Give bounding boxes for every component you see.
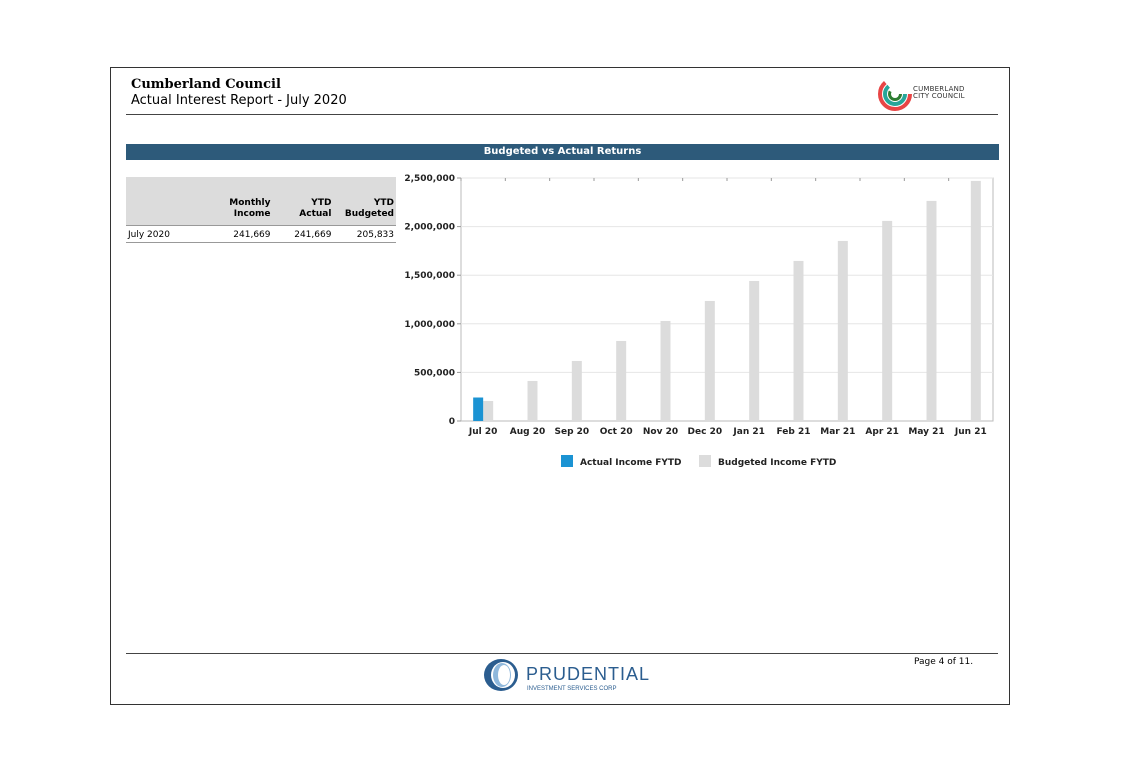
section-banner: Budgeted vs Actual Returns xyxy=(126,144,999,160)
page-number: Page 4 of 11. xyxy=(914,657,974,667)
council-logo: CUMBERLAND CITY COUNCIL xyxy=(876,74,986,114)
prudential-brand: PRUDENTIAL xyxy=(526,664,650,684)
x-tick-label: Jun 21 xyxy=(954,427,987,437)
table-cell: 241,669 xyxy=(272,225,334,243)
x-tick-label: Sep 20 xyxy=(554,427,589,437)
y-tick-label: 2,500,000 xyxy=(404,174,455,184)
table-cell: July 2020 xyxy=(126,225,212,243)
table-cell: 241,669 xyxy=(211,225,273,243)
table-row: July 2020 241,669 241,669 205,833 xyxy=(126,225,396,243)
x-tick-label: Feb 21 xyxy=(777,427,811,437)
budget-bar xyxy=(660,320,671,421)
header-divider xyxy=(126,114,998,115)
budget-bar xyxy=(527,380,538,421)
council-logo-icon xyxy=(878,77,912,111)
plot-area xyxy=(460,177,994,422)
report-title: Actual Interest Report - July 2020 xyxy=(131,93,347,108)
x-tick-label: Aug 20 xyxy=(510,427,545,437)
budget-bar xyxy=(926,200,937,421)
legend-label-actual: Actual Income FYTD xyxy=(580,458,681,468)
x-tick-label: Mar 21 xyxy=(820,427,855,437)
table-cell: 205,833 xyxy=(333,225,396,243)
organisation-name: Cumberland Council xyxy=(131,77,281,92)
footer-divider xyxy=(126,653,998,654)
report-page: Cumberland Council Actual Interest Repor… xyxy=(110,67,1010,705)
income-table: Monthly Income YTD Actual YTD Budgeted July 2… xyxy=(126,177,396,243)
y-tick-label: 0 xyxy=(449,417,455,427)
x-tick-label: Dec 20 xyxy=(688,427,723,437)
legend-swatch-actual xyxy=(561,455,573,467)
y-tick-label: 1,000,000 xyxy=(404,320,455,330)
budget-bar xyxy=(483,400,494,421)
table-header-cell: YTD Actual xyxy=(272,177,334,226)
budget-bar xyxy=(749,280,760,421)
x-tick-label: Nov 20 xyxy=(643,427,678,437)
table-header-cell xyxy=(126,177,212,226)
prudential-logo: PRUDENTIAL INVESTMENT SERVICES CORP xyxy=(481,658,661,694)
legend-swatch-budget xyxy=(699,455,711,467)
budget-bar xyxy=(571,360,582,421)
y-tick-label: 2,000,000 xyxy=(404,223,455,233)
x-tick-label: Jan 21 xyxy=(732,427,765,437)
x-tick-label: May 21 xyxy=(908,427,944,437)
budget-bar xyxy=(793,260,804,421)
budget-bar xyxy=(616,340,627,421)
actual-bar xyxy=(473,397,484,421)
table-header-cell: YTD Budgeted xyxy=(333,177,396,226)
legend-label-budget: Budgeted Income FYTD xyxy=(718,458,836,468)
returns-chart: 0 500,000 1,000,000 1,500,000 2,000,000 2,500… xyxy=(404,174,994,468)
x-tick-label: Jul 20 xyxy=(468,427,498,437)
table-header-row: Monthly Income YTD Actual YTD Budgeted xyxy=(126,177,396,226)
table-header-cell: Monthly Income xyxy=(211,177,273,226)
budget-bar xyxy=(837,240,848,421)
x-tick-label: Oct 20 xyxy=(600,427,633,437)
budget-bar xyxy=(704,300,715,421)
budget-bar xyxy=(970,180,981,421)
y-tick-label: 1,500,000 xyxy=(404,271,455,281)
y-tick-label: 500,000 xyxy=(414,368,455,378)
table-body: July 2020 241,669 241,669 205,833 xyxy=(126,225,396,243)
budget-bar xyxy=(882,220,893,421)
council-logo-text: CUMBERLAND CITY COUNCIL xyxy=(913,85,965,100)
x-tick-label: Apr 21 xyxy=(865,427,899,437)
prudential-brand-sub: INVESTMENT SERVICES CORP xyxy=(527,686,616,692)
